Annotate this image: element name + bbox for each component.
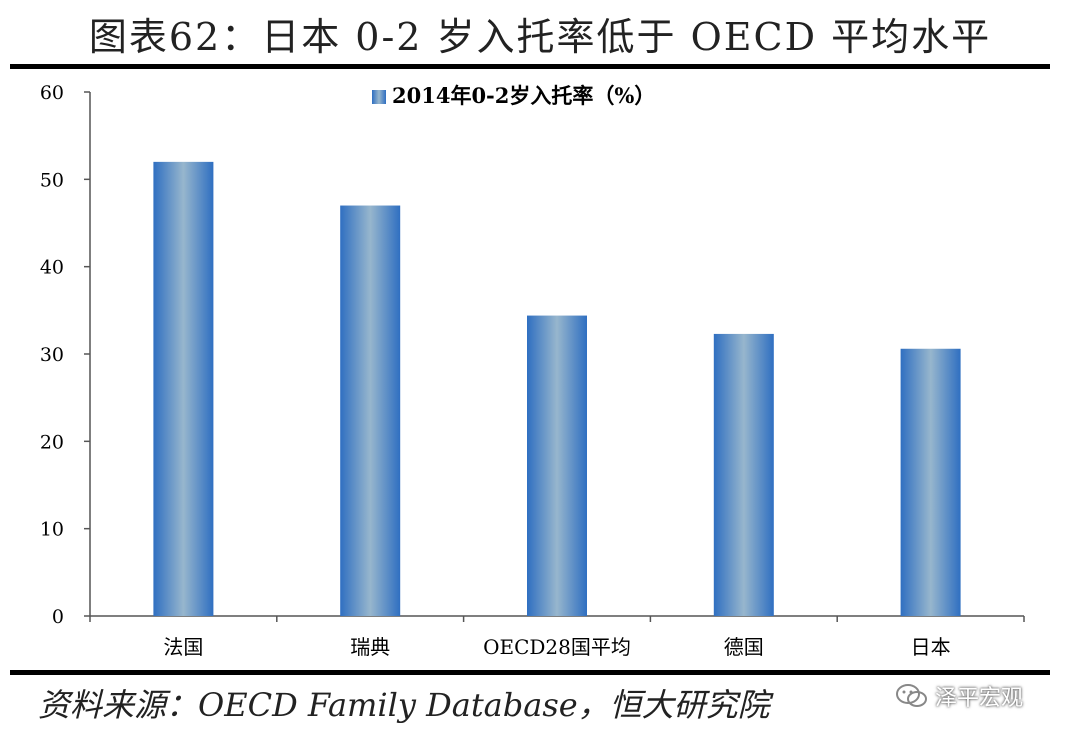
bar [153,161,214,616]
watermark-text: 泽平宏观 [935,686,1024,711]
wechat-icon [896,684,927,707]
y-tick-label: 20 [40,431,64,453]
bottom-divider [10,670,1050,675]
y-tick-label: 50 [40,169,64,191]
y-tick-label: 60 [40,82,64,104]
bar-chart: 0 10 20 30 40 50 60 法国 瑞典 OECD28国平均 德国 日本 2014年0-2岁… [40,82,1025,659]
legend-label: 2014年0-2岁入托率（%） [392,83,655,108]
chart-title: 图表62：日本 0-2 岁入托率低于 OECD 平均水平 [88,15,992,59]
source-note: 资料来源：OECD Family Database，恒大研究院 [38,686,770,724]
y-tick-label: 40 [40,257,64,279]
y-tick-label: 30 [40,344,64,366]
x-tick-label: 德国 [724,635,764,659]
x-tick-label: 法国 [163,635,203,659]
watermark: 泽平宏观 [895,676,1023,716]
bar [713,333,774,616]
x-tick-label: OECD28国平均 [483,635,631,659]
bar [340,205,401,617]
x-tick-label: 瑞典 [350,635,390,659]
bar [527,315,587,616]
top-divider [10,64,1050,69]
bar [900,348,961,616]
legend-swatch [372,90,386,104]
y-tick-label: 0 [52,606,64,628]
y-tick-label: 10 [40,519,64,541]
x-tick-label: 日本 [911,635,951,659]
